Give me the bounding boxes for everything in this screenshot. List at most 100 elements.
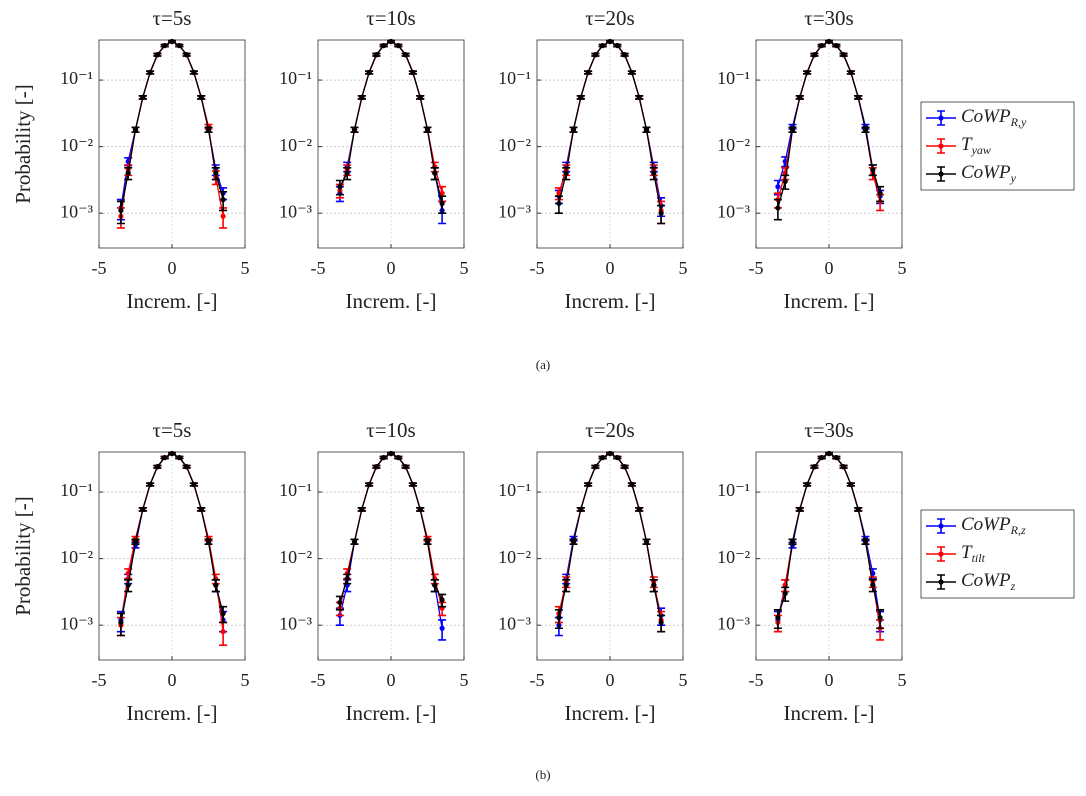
x-tick-label: -5	[530, 670, 545, 690]
data-point	[862, 539, 869, 545]
data-point	[132, 127, 139, 133]
x-axis-label: Increm. [-]	[346, 701, 437, 725]
data-point	[359, 94, 365, 100]
data-point	[570, 127, 577, 133]
caption: (a)	[536, 357, 550, 372]
data-point	[198, 506, 204, 512]
data-point	[366, 481, 372, 488]
data-point	[403, 52, 409, 58]
data-point	[804, 69, 810, 76]
y-tick-label: 10⁻²	[279, 547, 312, 567]
legend-marker	[938, 143, 944, 149]
x-tick-label: 5	[898, 258, 907, 278]
data-point	[592, 464, 599, 470]
data-point	[622, 464, 628, 470]
x-tick-label: -5	[311, 258, 326, 278]
data-point	[775, 205, 781, 211]
data-point	[841, 52, 847, 58]
y-tick-label: 10⁻³	[717, 613, 751, 633]
data-point	[366, 69, 372, 76]
x-tick-label: -5	[92, 258, 107, 278]
data-point	[147, 69, 153, 76]
data-point	[220, 213, 226, 219]
x-tick-label: 0	[168, 258, 177, 278]
data-point	[439, 625, 445, 631]
x-axis-label: Increm. [-]	[565, 701, 656, 725]
data-point	[600, 42, 606, 49]
x-tick-label: 0	[825, 670, 834, 690]
data-point	[600, 454, 606, 461]
y-tick-label: 10⁻¹	[498, 68, 531, 88]
data-point	[351, 127, 358, 133]
y-tick-label: 10⁻²	[717, 547, 750, 567]
data-point	[629, 481, 635, 488]
data-point	[162, 454, 168, 461]
data-point	[191, 481, 197, 488]
x-tick-label: 5	[241, 670, 250, 690]
x-tick-label: 5	[460, 670, 469, 690]
data-point	[169, 450, 175, 457]
x-tick-label: 0	[606, 258, 615, 278]
x-axis-label: Increm. [-]	[784, 701, 875, 725]
data-point	[140, 506, 146, 512]
data-point	[388, 450, 394, 457]
chart-title: τ=20s	[585, 6, 634, 30]
data-point	[651, 170, 657, 176]
chart-title: τ=10s	[366, 418, 415, 442]
x-axis-label: Increm. [-]	[346, 289, 437, 313]
legend-marker	[938, 579, 944, 585]
data-point	[395, 454, 401, 461]
data-point	[176, 42, 182, 49]
data-point	[337, 184, 343, 190]
x-tick-label: 0	[387, 258, 396, 278]
data-point	[592, 52, 599, 58]
data-point	[622, 52, 628, 58]
chart-title: τ=30s	[804, 6, 853, 30]
y-tick-label: 10⁻³	[498, 201, 532, 221]
data-point	[578, 94, 584, 100]
data-point	[417, 94, 423, 100]
data-point	[154, 464, 160, 470]
y-tick-label: 10⁻¹	[60, 68, 93, 88]
series	[116, 38, 228, 225]
legend-marker	[938, 551, 944, 557]
data-point	[176, 454, 182, 461]
y-tick-label: 10⁻²	[717, 135, 750, 155]
data-point	[578, 506, 584, 512]
caption: (b)	[535, 767, 550, 782]
data-point	[614, 454, 620, 461]
x-tick-label: -5	[749, 670, 764, 690]
data-point	[373, 52, 379, 58]
data-point	[614, 42, 620, 49]
data-point	[563, 170, 569, 176]
data-point	[184, 52, 190, 58]
data-point	[381, 454, 387, 461]
data-point	[819, 454, 825, 461]
data-point	[154, 52, 160, 58]
data-point	[862, 127, 869, 133]
data-point	[636, 94, 642, 100]
data-point	[220, 197, 226, 203]
data-point	[169, 38, 175, 45]
data-point	[381, 42, 387, 49]
data-point	[651, 582, 657, 588]
y-tick-label: 10⁻³	[60, 613, 94, 633]
data-point	[410, 481, 416, 488]
data-point	[162, 42, 168, 49]
data-point	[337, 599, 343, 606]
data-point	[403, 464, 409, 470]
data-point	[213, 582, 219, 588]
x-tick-label: 0	[387, 670, 396, 690]
y-tick-label: 10⁻¹	[60, 480, 93, 500]
legend-label: Tyaw	[961, 134, 991, 156]
data-point	[125, 170, 131, 176]
series	[335, 38, 447, 214]
data-point	[556, 200, 562, 207]
y-tick-label: 10⁻²	[279, 135, 312, 155]
data-point	[439, 200, 445, 207]
x-tick-label: 5	[679, 258, 688, 278]
data-point	[439, 190, 445, 196]
legend-marker	[938, 523, 944, 529]
data-point	[213, 170, 219, 176]
